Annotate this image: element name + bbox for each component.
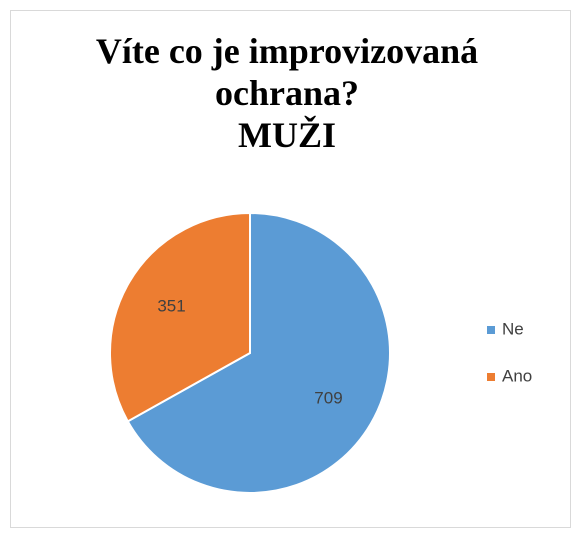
- data-label: 351: [157, 296, 185, 315]
- legend-swatch: [487, 326, 495, 334]
- data-label: 709: [314, 389, 342, 408]
- chart-frame: [10, 10, 571, 528]
- title-line: MUŽI: [238, 115, 336, 155]
- legend-swatch: [487, 373, 495, 381]
- pie-slice: [109, 211, 251, 423]
- chart-title: Víte co je improvizovaná ochrana? MUŽI: [0, 30, 574, 156]
- title-line: Víte co je improvizovaná ochrana?: [95, 31, 479, 113]
- legend-label: Ano: [502, 366, 532, 385]
- pie-slice: [126, 211, 391, 494]
- legend-label: Ne: [502, 319, 524, 338]
